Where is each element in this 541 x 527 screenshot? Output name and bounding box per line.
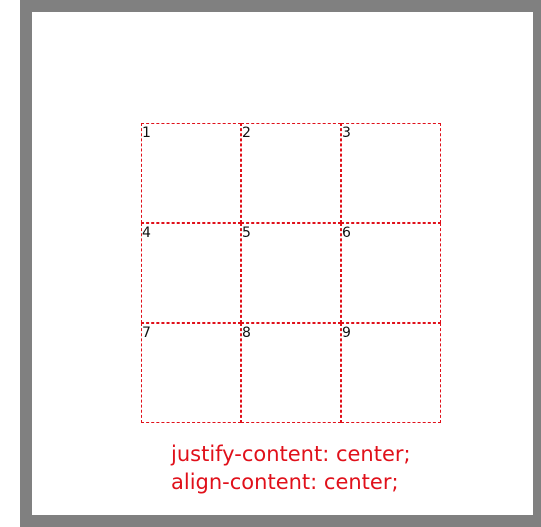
grid-item-8: 8 (241, 323, 341, 423)
grid-container: 1 2 3 4 5 6 7 8 9 (141, 123, 441, 423)
grid-item-9: 9 (341, 323, 441, 423)
caption-justify-content: justify-content: center; (171, 442, 411, 466)
caption: justify-content: center; align-content: … (171, 440, 411, 496)
grid-item-2: 2 (241, 123, 341, 223)
grid-item-6: 6 (341, 223, 441, 323)
grid-item-3: 3 (341, 123, 441, 223)
grid-item-7: 7 (141, 323, 241, 423)
grid-item-1: 1 (141, 123, 241, 223)
caption-align-content: align-content: center; (171, 470, 399, 494)
demo-frame: 1 2 3 4 5 6 7 8 9 justify-content: cente… (20, 0, 541, 527)
grid-item-5: 5 (241, 223, 341, 323)
grid-item-4: 4 (141, 223, 241, 323)
